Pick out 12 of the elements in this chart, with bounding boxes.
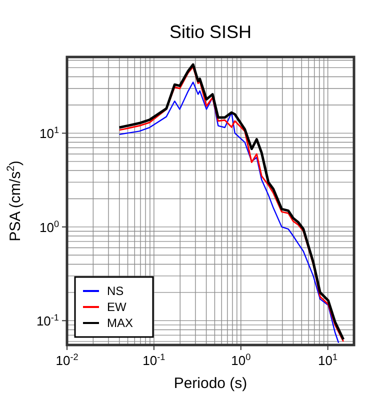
x-tick-label: 10$^{1}$ bbox=[318, 352, 338, 368]
legend-label: EW bbox=[107, 300, 128, 314]
x-tick-label: 10$^{0}$ bbox=[231, 352, 251, 368]
chart-title: Sitio SISH bbox=[169, 22, 252, 42]
x-tick-label: 10$^{-2}$ bbox=[56, 352, 78, 368]
y-tick-label: 10$^{0}$ bbox=[39, 218, 59, 235]
legend-label: MAX bbox=[107, 316, 134, 330]
legend-label: NS bbox=[107, 284, 124, 298]
x-tick-label: 10$^{-1}$ bbox=[142, 352, 166, 368]
y-tick-label: 10$^{1}$ bbox=[39, 125, 59, 142]
x-axis-title: Periodo (s) bbox=[174, 375, 248, 392]
y-tick-label: 10$^{-1}$ bbox=[36, 312, 59, 329]
